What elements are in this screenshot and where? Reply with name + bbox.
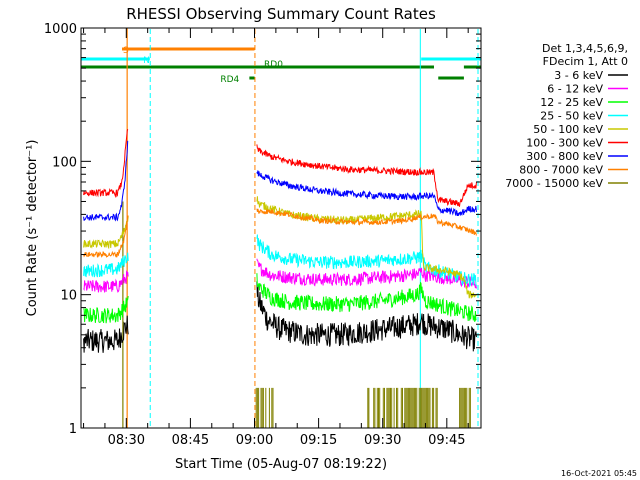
- legend-header-detectors: Det 1,3,4,5,6,9,: [542, 42, 628, 55]
- legend-label: 800 - 7000 keV: [519, 164, 603, 177]
- chart-title: RHESSI Observing Summary Count Rates: [126, 5, 436, 23]
- plot-frame: [80, 27, 482, 429]
- legend-entry: 7000 - 15000 keV: [505, 177, 628, 190]
- legend-label: 3 - 6 keV: [554, 69, 603, 82]
- high-energy-cluster: [255, 387, 274, 428]
- legend-label: 25 - 50 keV: [540, 110, 603, 123]
- legend-entry: 12 - 25 keV: [540, 96, 628, 109]
- legend-label: 7000 - 15000 keV: [505, 177, 603, 190]
- y-tick-label: 1: [69, 422, 77, 437]
- series-line-6: [83, 140, 477, 222]
- y-tick-label: 100: [52, 155, 77, 170]
- high-energy-cluster: [367, 387, 438, 428]
- x-tick-label: 09:45: [428, 433, 465, 448]
- x-tick-label: 08:30: [108, 433, 145, 448]
- series-line-5: [83, 128, 477, 207]
- y-axis-label: Count Rate (s⁻¹ detector⁻¹): [25, 140, 40, 317]
- high-energy-cluster: [459, 387, 471, 428]
- legend-label: 300 - 800 keV: [526, 150, 603, 163]
- series-line-1: [83, 258, 477, 293]
- x-tick-label: 09:30: [364, 433, 401, 448]
- flag-label-rd4: RD4: [220, 75, 239, 85]
- series-line-3: [83, 234, 477, 288]
- legend-label: 50 - 100 keV: [533, 123, 603, 136]
- legend-header-decimation: FDecim 1, Att 0: [543, 55, 628, 68]
- flag-label-rd0: RD0: [264, 60, 283, 70]
- series-line-7: [83, 208, 477, 259]
- render-timestamp: 16-Oct-2021 05:45: [561, 469, 637, 478]
- y-tick-label: 1000: [44, 22, 77, 37]
- legend-label: 6 - 12 keV: [547, 83, 603, 96]
- legend-entry: 100 - 300 keV: [526, 137, 628, 150]
- x-tick-label: 09:00: [236, 433, 273, 448]
- flag-label-s: S: [123, 46, 129, 56]
- legend-entry: 25 - 50 keV: [540, 110, 628, 123]
- legend-entry: 50 - 100 keV: [533, 123, 628, 136]
- x-tick-label: 08:45: [172, 433, 209, 448]
- y-tick-label: 10: [60, 289, 77, 304]
- x-axis-label: Start Time (05-Aug-07 08:19:22): [175, 457, 387, 472]
- flag-label-n: N: [143, 56, 150, 66]
- legend-entry: 3 - 6 keV: [554, 69, 628, 82]
- legend-entry: 800 - 7000 keV: [519, 164, 628, 177]
- legend-entry: 6 - 12 keV: [547, 83, 628, 96]
- series-line-2: [83, 273, 477, 324]
- x-tick-label: 09:15: [300, 433, 337, 448]
- series-line-0: [83, 281, 477, 353]
- legend-entry: 300 - 800 keV: [526, 150, 628, 163]
- legend-label: 12 - 25 keV: [540, 96, 603, 109]
- legend-label: 100 - 300 keV: [526, 137, 603, 150]
